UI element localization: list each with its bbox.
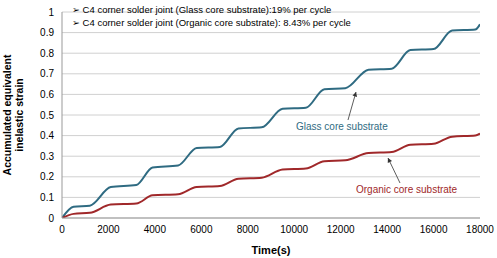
svg-text:0.2: 0.2	[40, 171, 54, 182]
svg-text:6000: 6000	[190, 224, 213, 235]
svg-text:0.7: 0.7	[40, 68, 54, 79]
html-text:Glass core substrate: Glass core substrate	[296, 121, 388, 132]
svg-text:0.8: 0.8	[40, 48, 54, 59]
svg-text:2000: 2000	[97, 224, 120, 235]
svg-text:0.6: 0.6	[40, 89, 54, 100]
svg-text:0.4: 0.4	[40, 130, 54, 141]
svg-text:18000: 18000	[466, 224, 489, 235]
html-text:➢ C4 corner solder joint (Orga: ➢ C4 corner solder joint (Organic core s…	[72, 17, 351, 28]
svg-text:0.1: 0.1	[40, 192, 54, 203]
svg-text:10000: 10000	[280, 224, 308, 235]
svg-text:0.9: 0.9	[40, 27, 54, 38]
html-text:➢ C4 corner solder joint (Glas: ➢ C4 corner solder joint (Glass core sub…	[72, 4, 332, 15]
svg-text:14000: 14000	[373, 224, 401, 235]
svg-text:0: 0	[59, 224, 65, 235]
svg-text:inelastic strain: inelastic strain	[13, 78, 25, 152]
svg-text:0.3: 0.3	[40, 151, 54, 162]
svg-text:12000: 12000	[327, 224, 355, 235]
svg-text:16000: 16000	[420, 224, 448, 235]
svg-text:1: 1	[48, 7, 54, 18]
svg-text:4000: 4000	[144, 224, 167, 235]
svg-text:0.5: 0.5	[40, 110, 54, 121]
svg-text:8000: 8000	[237, 224, 260, 235]
svg-text:Time(s): Time(s)	[252, 244, 291, 256]
html-text:Organic core substrate: Organic core substrate	[356, 184, 458, 195]
svg-text:0: 0	[48, 213, 54, 224]
